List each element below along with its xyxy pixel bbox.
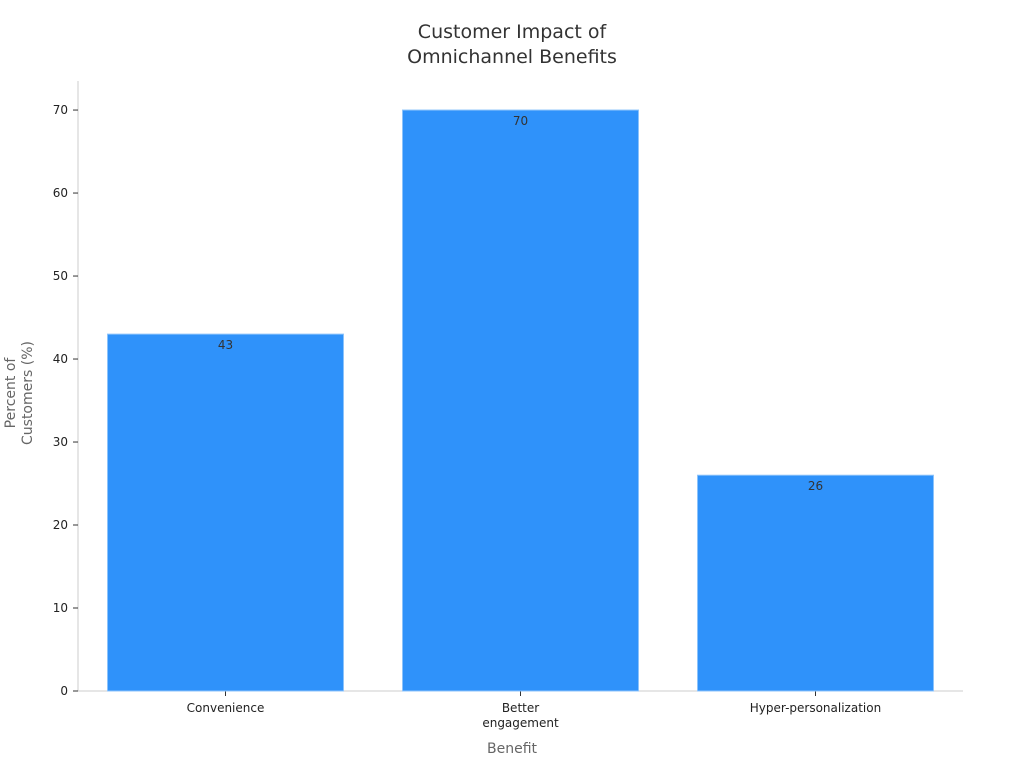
bar xyxy=(107,333,344,692)
y-tick-label: 0 xyxy=(60,684,68,698)
value-label: 26 xyxy=(807,479,824,494)
x-axis-label: Benefit xyxy=(486,741,537,757)
y-tick-label: 50 xyxy=(52,269,68,284)
x-tick-label: Convenience xyxy=(186,701,265,715)
y-tick-label: 20 xyxy=(52,518,68,532)
value-label: 43 xyxy=(217,338,234,353)
x-tick-label: Better engagement xyxy=(482,701,559,730)
value-label: 70 xyxy=(512,114,529,129)
x-tick-label: Hyper-personalization xyxy=(749,701,882,715)
y-tick-label: 10 xyxy=(52,601,68,615)
bar xyxy=(697,474,934,692)
y-tick-label: 40 xyxy=(52,352,68,367)
bar xyxy=(402,109,639,692)
y-tick-label: 60 xyxy=(52,186,68,201)
chart-title: Customer Impact of Omnichannel Benefits xyxy=(407,21,617,68)
y-tick-label: 30 xyxy=(52,435,68,450)
y-tick-label: 70 xyxy=(52,103,68,118)
